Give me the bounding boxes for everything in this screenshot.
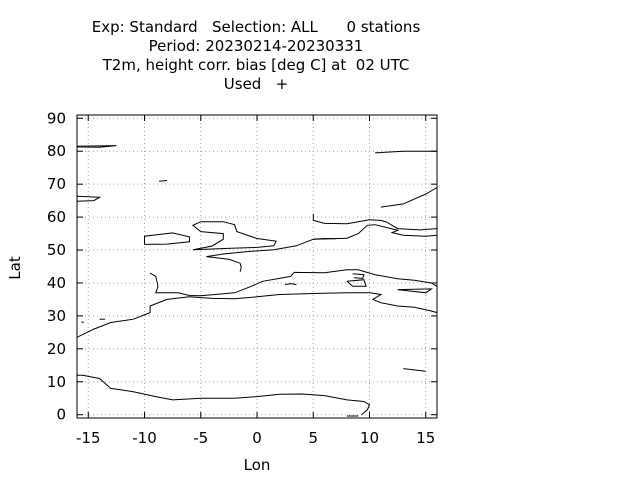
y-tick-label: 90 <box>47 109 66 127</box>
coastline-segment <box>144 232 190 245</box>
title-line-1: Exp: Standard Selection: ALL 0 stations <box>91 18 421 36</box>
coastline-segment <box>77 374 371 416</box>
y-tick-label: 30 <box>47 307 66 325</box>
y-tick-label: 20 <box>47 340 66 358</box>
plot-title: Exp: Standard Selection: ALL 0 stations … <box>0 18 512 94</box>
x-axis-label: Lon <box>244 456 271 474</box>
coastline-segment <box>149 269 438 297</box>
y-tick-label: 50 <box>47 241 66 259</box>
coastline-segment <box>313 237 336 240</box>
y-tick-label: 70 <box>47 175 66 193</box>
y-axis-label: Lat <box>6 256 24 280</box>
y-tick-label: 0 <box>56 406 66 424</box>
x-tick-label: 15 <box>416 429 435 447</box>
y-tick-label: 80 <box>47 142 66 160</box>
coastline-segment <box>312 213 438 231</box>
coastline-segment <box>397 288 434 294</box>
coastline-segment <box>81 321 84 323</box>
x-tick-label: 5 <box>308 429 318 447</box>
coastline-segment <box>159 180 168 182</box>
grid-lines <box>77 115 437 418</box>
coastline-segment <box>380 187 438 208</box>
coastline-segment <box>346 279 367 287</box>
title-line-4: Used + <box>223 75 289 93</box>
coastline-segment <box>403 368 426 372</box>
coastlines <box>76 145 438 417</box>
x-tick-label: -5 <box>193 429 208 447</box>
title-line-2: Period: 20230214-20230331 <box>148 37 364 55</box>
title-line-3: T2m, height corr. bias [deg C] at 02 UTC <box>102 56 410 74</box>
x-tick-label: -10 <box>132 429 157 447</box>
y-tick-label: 60 <box>47 208 66 226</box>
coastline-segment <box>76 145 117 148</box>
plot-frame <box>76 114 438 419</box>
coastline-segment <box>375 150 437 154</box>
x-tick-label: -15 <box>76 429 101 447</box>
coastline-segment <box>352 273 365 279</box>
y-tick-label: 40 <box>47 274 66 292</box>
coastline-segment <box>76 292 438 338</box>
coastline-segment <box>191 221 277 251</box>
coastline-segment <box>285 283 297 286</box>
x-tick-label: 10 <box>360 429 379 447</box>
x-tick-label: 0 <box>252 429 262 447</box>
axis-ticks: -15 -10 -5 0 5 10 15 0 10 20 30 40 50 60 70 80 90 <box>47 109 437 447</box>
y-tick-label: 10 <box>47 373 66 391</box>
coastline-segment <box>76 195 102 202</box>
